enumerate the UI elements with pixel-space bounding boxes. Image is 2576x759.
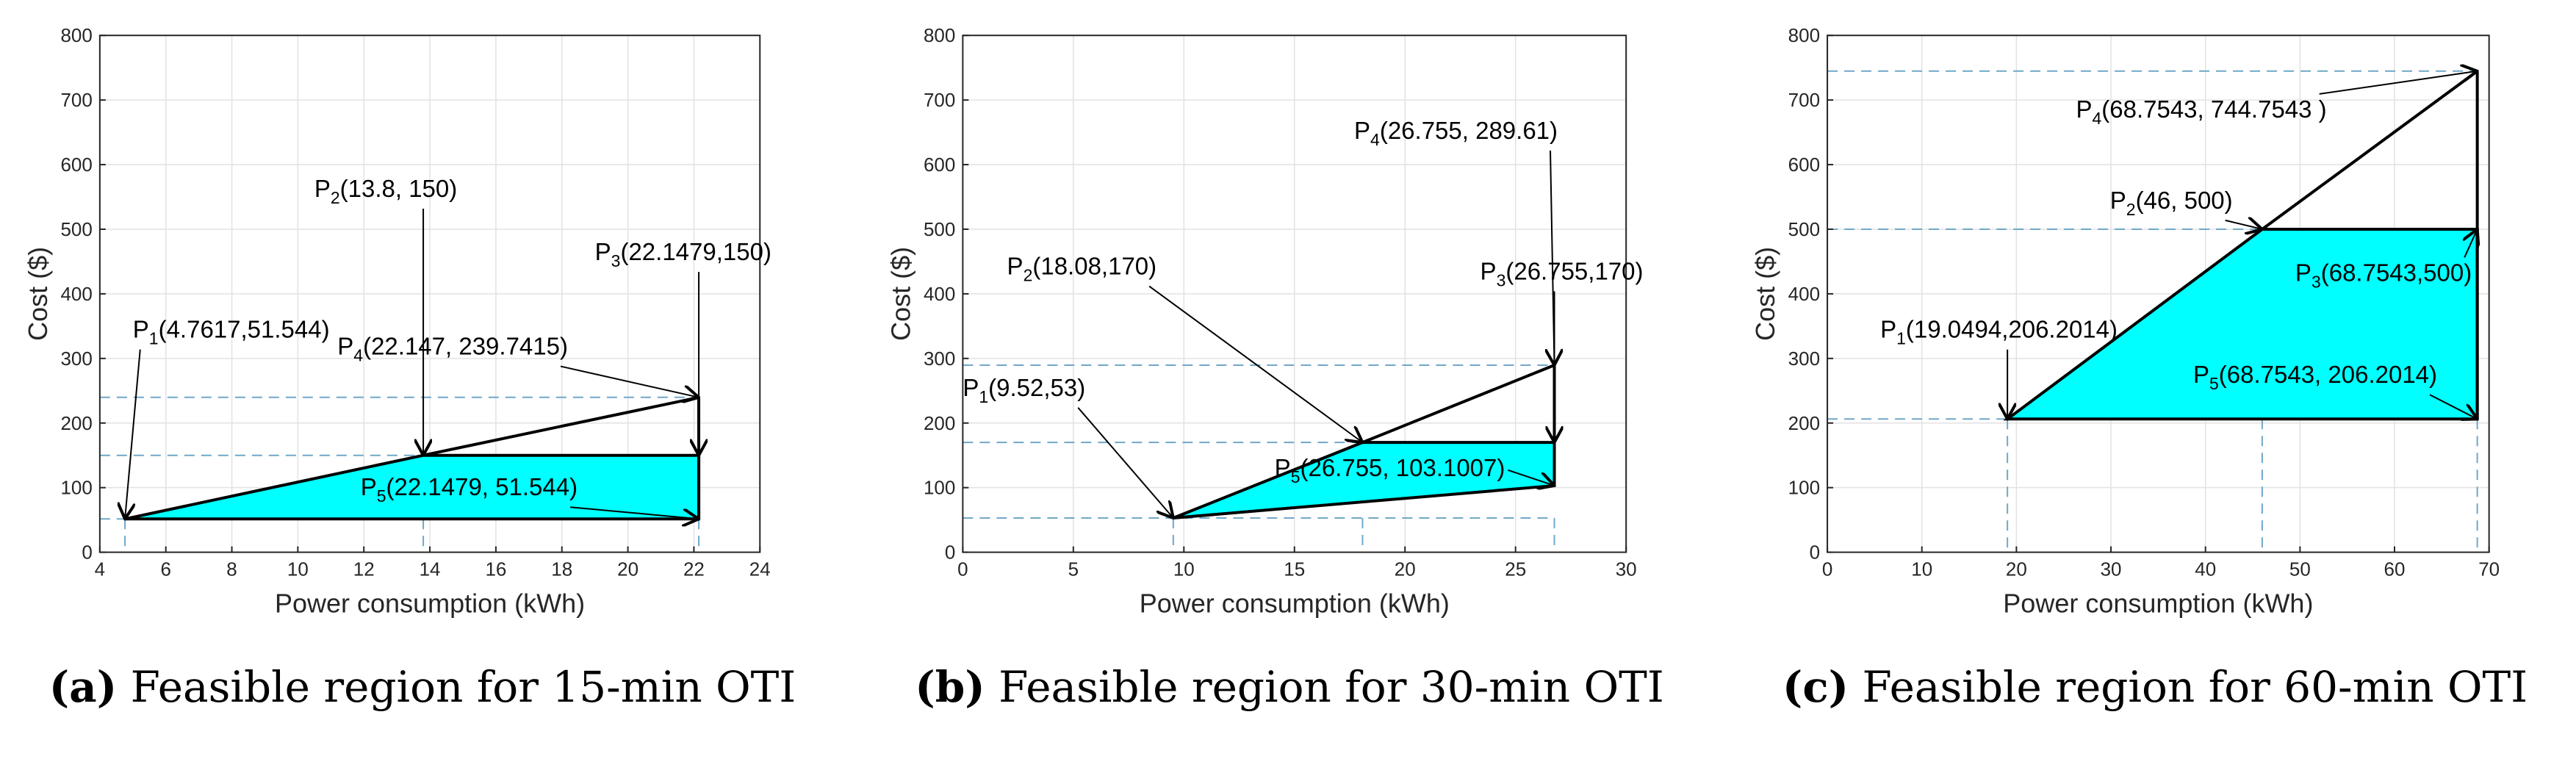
point-arrow-p4 xyxy=(2319,71,2478,95)
point-label-p4: P4(68.7543, 744.7543 ) xyxy=(2076,96,2326,128)
y-tick-label: 600 xyxy=(1788,154,1820,176)
y-tick-label: 400 xyxy=(1788,283,1820,305)
y-axis-label: Cost ($) xyxy=(23,247,53,341)
y-tick-label: 0 xyxy=(82,542,92,564)
y-tick-label: 700 xyxy=(1788,89,1820,111)
point-label-p2: P2(18.08,170) xyxy=(1007,253,1157,285)
y-tick-label: 800 xyxy=(1788,24,1820,46)
point-arrow-p5 xyxy=(2429,394,2478,419)
y-tick-label: 100 xyxy=(60,477,92,499)
x-tick-label: 6 xyxy=(160,558,170,580)
x-tick-label: 10 xyxy=(1911,558,1932,580)
x-tick-label: 50 xyxy=(2289,558,2311,580)
point-label-p3: P3(26.755,170) xyxy=(1481,258,1644,290)
y-tick-label: 100 xyxy=(924,477,955,499)
y-tick-label: 800 xyxy=(924,24,955,46)
x-tick-label: 10 xyxy=(287,558,309,580)
point-label-p1: P1(9.52,53) xyxy=(963,374,1085,406)
upper-boundary-line xyxy=(1361,364,1555,444)
y-tick-label: 300 xyxy=(1788,348,1820,370)
y-tick-label: 200 xyxy=(1788,412,1820,434)
x-tick-label: 22 xyxy=(683,558,705,580)
point-arrow-p5 xyxy=(569,506,699,519)
x-tick-label: 60 xyxy=(2384,558,2406,580)
y-tick-label: 600 xyxy=(60,154,92,176)
x-axis-label: Power consumption (kWh) xyxy=(1140,589,1450,619)
x-tick-label: 0 xyxy=(957,558,968,580)
y-tick-label: 200 xyxy=(60,412,92,434)
point-label-p3: P3(68.7543,500) xyxy=(2295,259,2472,291)
y-tick-label: 0 xyxy=(1810,542,1820,564)
x-tick-label: 0 xyxy=(1822,558,1832,580)
x-axis-label: Power consumption (kWh) xyxy=(2003,589,2313,619)
point-arrow-p2 xyxy=(2225,220,2262,229)
x-tick-label: 25 xyxy=(1505,558,1526,580)
x-tick-label: 70 xyxy=(2478,558,2500,580)
x-tick-label: 20 xyxy=(617,558,638,580)
point-label-p2: P2(13.8, 150) xyxy=(314,175,457,207)
x-tick-label: 14 xyxy=(420,558,441,580)
point-arrow-p3 xyxy=(2464,229,2477,258)
y-tick-label: 500 xyxy=(60,218,92,240)
y-axis-label: Cost ($) xyxy=(885,247,915,341)
y-tick-label: 600 xyxy=(924,154,955,176)
y-tick-label: 500 xyxy=(1788,218,1820,240)
y-tick-label: 300 xyxy=(60,348,92,370)
y-tick-label: 700 xyxy=(924,89,955,111)
x-tick-label: 24 xyxy=(749,558,771,580)
y-tick-label: 700 xyxy=(60,89,92,111)
caption-b: (b) Feasible region for 30-min OTI xyxy=(915,662,1664,712)
y-tick-label: 800 xyxy=(60,24,92,46)
point-arrow-p1 xyxy=(125,349,141,519)
point-arrow-p2 xyxy=(1148,285,1362,443)
point-arrow-p5 xyxy=(1508,469,1554,486)
chart-a: 4 6 8 10 12 14 16 18 20 22 24 0 100 200 300 400 500 600 70… xyxy=(23,24,771,618)
point-label-p5: P5(68.7543, 206.2014) xyxy=(2193,361,2437,393)
y-tick-label: 100 xyxy=(1788,477,1820,499)
y-tick-label: 400 xyxy=(924,283,955,305)
x-tick-label: 15 xyxy=(1284,558,1305,580)
x-tick-label: 5 xyxy=(1068,558,1079,580)
x-tick-label: 8 xyxy=(226,558,237,580)
point-label-p4: P4(22.147, 239.7415) xyxy=(337,333,568,365)
y-tick-label: 200 xyxy=(924,412,955,434)
x-tick-label: 30 xyxy=(2101,558,2122,580)
point-arrow-p1 xyxy=(1077,407,1173,518)
y-tick-label: 300 xyxy=(924,348,955,370)
point-label-p1: P1(19.0494,206.2014) xyxy=(1880,316,2118,348)
x-tick-label: 18 xyxy=(551,558,572,580)
x-tick-label: 10 xyxy=(1173,558,1195,580)
point-label-p2: P2(46, 500) xyxy=(2110,187,2233,219)
upper-boundary-line xyxy=(2261,70,2478,231)
point-label-p4: P4(26.755, 289.61) xyxy=(1354,117,1558,149)
point-label-p5: P5(22.1479, 51.544) xyxy=(361,473,578,506)
point-arrow-p4 xyxy=(560,365,699,398)
chart-c: 0 10 20 30 40 50 60 700100200300400500600700800… xyxy=(1750,24,2500,618)
x-axis-label: Power consumption (kWh) xyxy=(275,589,585,619)
y-axis-label: Cost ($) xyxy=(1750,247,1780,341)
x-tick-label: 40 xyxy=(2195,558,2216,580)
x-tick-label: 20 xyxy=(2006,558,2027,580)
chart-b: 0 5 10 15 20 25 300100200300400500600700800Pow… xyxy=(885,24,1643,618)
point-label-p3: P3(22.1479,150) xyxy=(595,238,771,270)
point-label-p5: P5(26.755, 103.1007) xyxy=(1275,454,1505,486)
y-tick-label: 400 xyxy=(60,283,92,305)
y-tick-label: 0 xyxy=(945,542,955,564)
y-tick-label: 500 xyxy=(924,218,955,240)
x-tick-label: 30 xyxy=(1616,558,1637,580)
x-tick-label: 16 xyxy=(485,558,506,580)
upper-boundary-line xyxy=(422,395,699,457)
x-tick-label: 20 xyxy=(1395,558,1416,580)
caption-c: (c) Feasible region for 60-min OTI xyxy=(1782,662,2528,712)
caption-a: (a) Feasible region for 15-min OTI xyxy=(48,662,796,712)
point-arrow-p4 xyxy=(1550,150,1554,365)
point-label-p1: P1(4.7617,51.544) xyxy=(133,316,330,348)
x-tick-label: 12 xyxy=(353,558,375,580)
x-tick-label: 4 xyxy=(95,558,105,580)
